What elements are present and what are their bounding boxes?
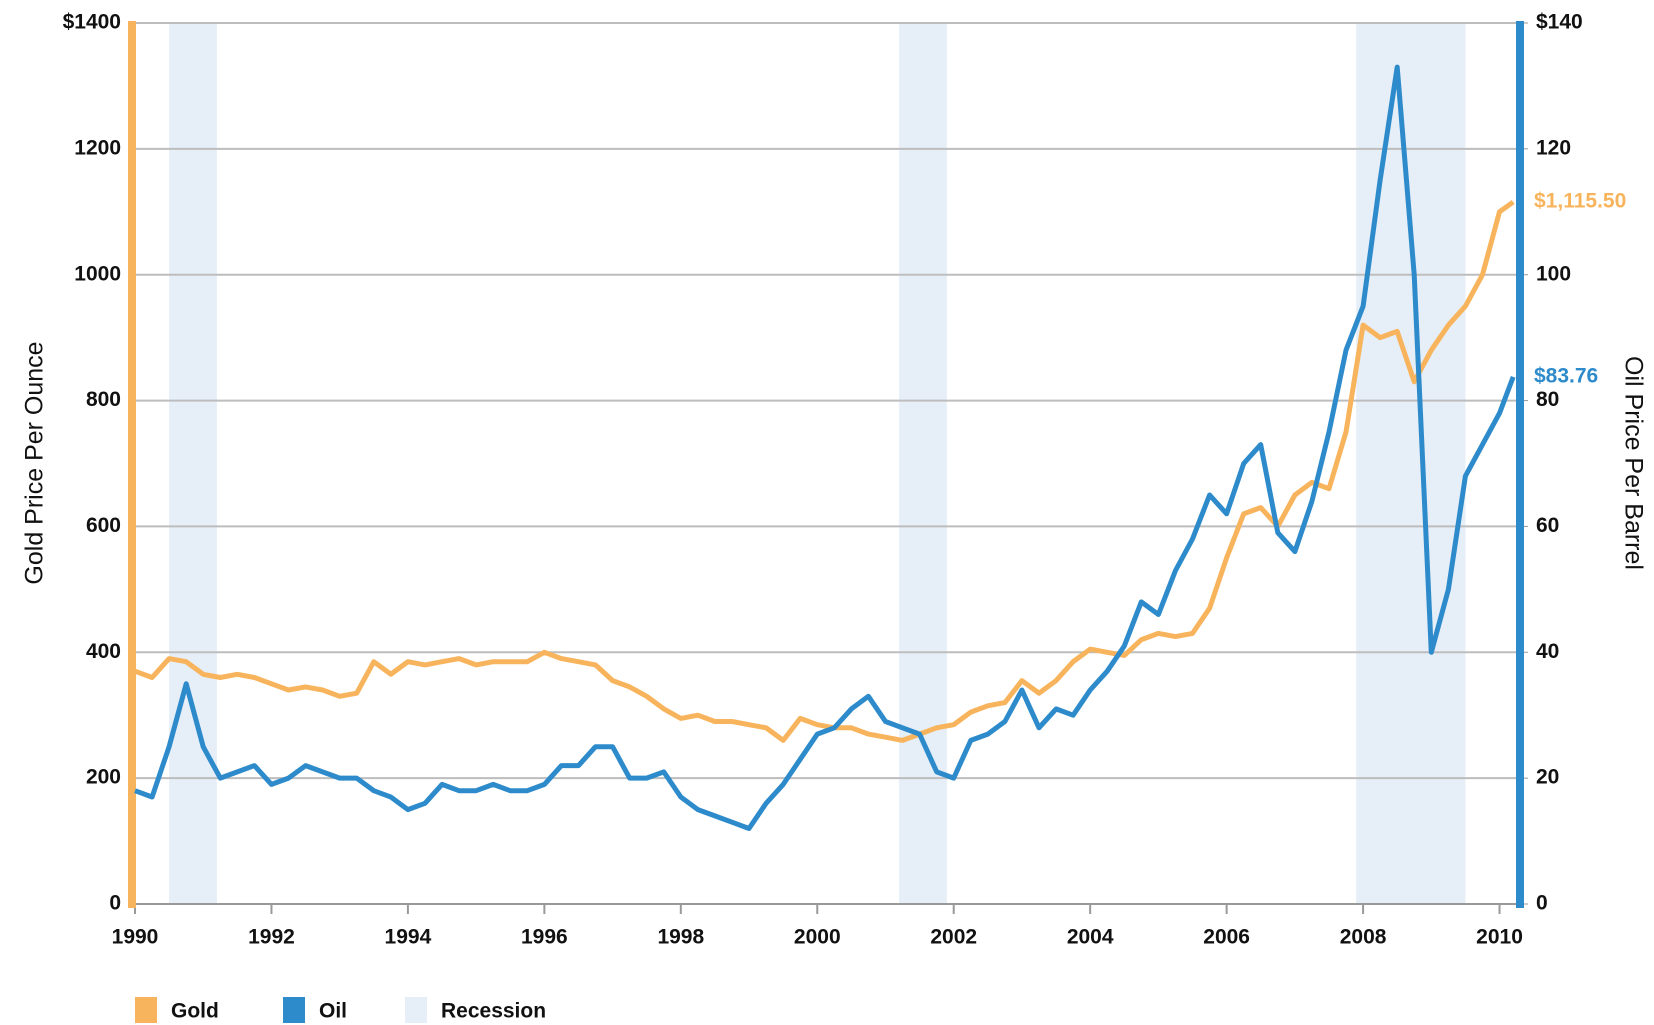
legend-swatch [135, 997, 157, 1023]
x-tick-label: 2010 [1476, 926, 1523, 949]
legend-label: Gold [171, 1000, 219, 1023]
y-tick-label: 600 [86, 514, 121, 537]
y-tick-label: 0 [109, 892, 121, 915]
recession-band [1356, 23, 1466, 904]
x-tick-label: 2008 [1340, 926, 1387, 949]
y2-tick-label: 120 [1536, 136, 1571, 159]
x-tick-label: 1996 [521, 926, 568, 949]
end-label: $1,115.50 [1534, 190, 1626, 213]
x-tick-label: 1990 [112, 926, 159, 949]
legend-swatch [405, 997, 427, 1023]
series-line [134, 64, 1516, 831]
y-tick-label: 400 [86, 640, 121, 663]
y2-tick-label: 100 [1536, 262, 1571, 285]
y2-tick-label: $140 [1536, 11, 1583, 34]
y-tick-label: $1400 [63, 11, 121, 34]
y2-axis-title: Oil Price Per Barrel [1619, 356, 1647, 570]
legend-label: Recession [441, 1000, 546, 1023]
y-axis-title: Gold Price Per Ounce [21, 341, 49, 584]
y-tick-label: 800 [86, 388, 121, 411]
legend-label: Oil [319, 1000, 347, 1023]
legend-swatch [283, 997, 305, 1023]
series-line [134, 199, 1515, 743]
recession-band [169, 23, 217, 904]
end-label: $83.76 [1534, 364, 1598, 387]
x-tick-label: 2006 [1203, 926, 1250, 949]
x-tick-label: 2004 [1067, 926, 1114, 949]
recession-band [899, 23, 947, 904]
y-tick-label: 1000 [74, 262, 121, 285]
y2-tick-label: 60 [1536, 514, 1559, 537]
y-tick-label: 200 [86, 766, 121, 789]
x-tick-label: 2002 [930, 926, 977, 949]
x-tick-label: 2000 [794, 926, 841, 949]
x-tick-label: 1992 [248, 926, 295, 949]
y2-tick-label: 80 [1536, 388, 1559, 411]
x-tick-label: 1994 [385, 926, 432, 949]
y2-tick-label: 0 [1536, 892, 1548, 915]
y-tick-label: 1200 [74, 136, 121, 159]
y2-tick-label: 20 [1536, 766, 1559, 789]
x-tick-label: 1998 [657, 926, 704, 949]
y2-tick-label: 40 [1536, 640, 1559, 663]
